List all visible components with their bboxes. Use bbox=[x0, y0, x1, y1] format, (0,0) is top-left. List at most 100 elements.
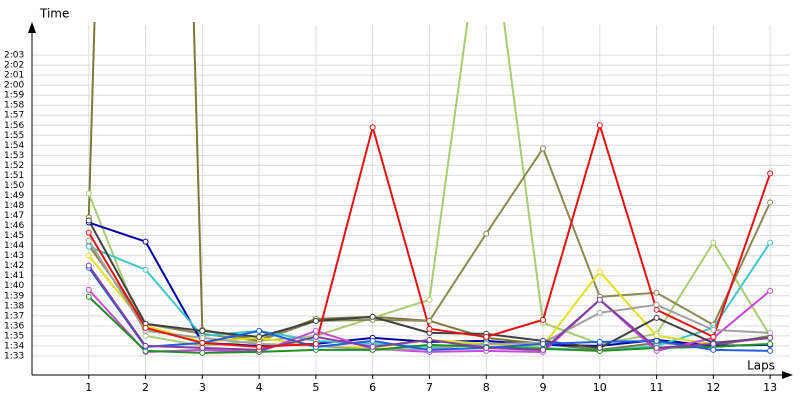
point-marker bbox=[767, 199, 774, 206]
x-tick-label: 7 bbox=[426, 381, 433, 394]
point-marker bbox=[596, 338, 603, 345]
point-marker bbox=[369, 124, 376, 131]
point-marker bbox=[426, 325, 433, 332]
y-tick-label: 1:52 bbox=[4, 161, 24, 171]
point-marker bbox=[710, 340, 717, 347]
point-marker bbox=[426, 317, 433, 324]
y-tick-label: 1:44 bbox=[4, 241, 24, 251]
point-marker bbox=[369, 313, 376, 320]
point-marker bbox=[199, 349, 206, 356]
x-tick-label: 4 bbox=[256, 381, 263, 394]
y-tick-label: 1:54 bbox=[4, 141, 24, 151]
x-tick-label: 9 bbox=[540, 381, 547, 394]
point-marker bbox=[85, 243, 92, 250]
point-marker bbox=[596, 122, 603, 129]
y-tick-label: 1:51 bbox=[4, 171, 24, 181]
point-marker bbox=[653, 301, 660, 308]
y-tick-label: 1:55 bbox=[4, 131, 24, 141]
point-marker bbox=[767, 334, 774, 341]
y-tick-label: 1:35 bbox=[4, 331, 24, 341]
y-tick-label: 1:53 bbox=[4, 151, 24, 161]
point-marker bbox=[426, 296, 433, 303]
x-tick-label: 1 bbox=[85, 381, 92, 394]
point-marker bbox=[540, 316, 547, 323]
y-tick-label: 1:47 bbox=[4, 211, 24, 221]
point-marker bbox=[653, 306, 660, 313]
y-tick-label: 1:46 bbox=[4, 221, 24, 231]
point-marker bbox=[596, 309, 603, 316]
point-marker bbox=[596, 296, 603, 303]
point-marker bbox=[369, 343, 376, 350]
point-marker bbox=[710, 333, 717, 340]
point-marker bbox=[312, 333, 319, 340]
point-marker bbox=[142, 342, 149, 349]
point-marker bbox=[85, 252, 92, 259]
x-tick-label: 13 bbox=[763, 381, 777, 394]
grid bbox=[32, 25, 790, 375]
point-marker bbox=[256, 343, 263, 350]
point-marker bbox=[767, 347, 774, 354]
x-tick-label: 5 bbox=[312, 381, 319, 394]
point-marker bbox=[142, 332, 149, 339]
point-marker bbox=[142, 266, 149, 273]
x-axis-arrow bbox=[782, 371, 793, 379]
y-tick-label: 1:36 bbox=[4, 321, 24, 331]
y-tick-label: 1:40 bbox=[4, 281, 24, 291]
point-marker bbox=[369, 337, 376, 344]
point-marker bbox=[767, 340, 774, 347]
plot-area bbox=[85, 22, 774, 356]
x-tick-label: 3 bbox=[199, 381, 206, 394]
point-marker bbox=[767, 287, 774, 294]
point-marker bbox=[142, 238, 149, 245]
point-marker bbox=[85, 229, 92, 236]
x-tick-label: 11 bbox=[650, 381, 664, 394]
y-axis-title: Time bbox=[39, 7, 69, 21]
y-tick-label: 1:34 bbox=[4, 341, 24, 351]
point-marker bbox=[199, 344, 206, 351]
point-marker bbox=[596, 344, 603, 351]
y-tick-label: 1:50 bbox=[4, 181, 24, 191]
labels: 1:331:341:351:361:371:381:391:401:411:42… bbox=[4, 51, 777, 394]
y-tick-label: 1:45 bbox=[4, 231, 24, 241]
point-marker bbox=[85, 293, 92, 300]
y-tick-label: 1:59 bbox=[4, 91, 24, 101]
point-marker bbox=[710, 326, 717, 333]
point-marker bbox=[426, 336, 433, 343]
y-tick-label: 1:42 bbox=[4, 261, 24, 271]
point-marker bbox=[426, 341, 433, 348]
y-tick-label: 1:38 bbox=[4, 301, 24, 311]
point-marker bbox=[653, 337, 660, 344]
point-marker bbox=[256, 333, 263, 340]
y-tick-label: 2:01 bbox=[4, 71, 24, 81]
y-tick-label: 1:49 bbox=[4, 191, 24, 201]
point-marker bbox=[653, 332, 660, 339]
point-marker bbox=[85, 237, 92, 244]
point-marker bbox=[199, 339, 206, 346]
x-tick-label: 6 bbox=[369, 381, 376, 394]
y-tick-label: 2:02 bbox=[4, 61, 24, 71]
point-marker bbox=[767, 170, 774, 177]
point-marker bbox=[653, 314, 660, 321]
point-marker bbox=[540, 340, 547, 347]
x-tick-label: 2 bbox=[142, 381, 149, 394]
point-marker bbox=[710, 346, 717, 353]
y-tick-label: 1:43 bbox=[4, 251, 24, 261]
x-tick-label: 8 bbox=[483, 381, 490, 394]
point-marker bbox=[85, 262, 92, 269]
point-marker bbox=[256, 327, 263, 334]
point-marker bbox=[767, 329, 774, 336]
point-marker bbox=[85, 190, 92, 197]
y-tick-label: 1:48 bbox=[4, 201, 24, 211]
point-marker bbox=[710, 239, 717, 246]
point-marker bbox=[596, 268, 603, 275]
point-marker bbox=[312, 327, 319, 334]
y-tick-label: 2:03 bbox=[4, 51, 24, 61]
point-marker bbox=[85, 217, 92, 224]
y-tick-label: 1:58 bbox=[4, 101, 24, 111]
point-marker bbox=[653, 344, 660, 351]
point-marker bbox=[540, 145, 547, 152]
y-tick-label: 1:39 bbox=[4, 291, 24, 301]
y-tick-label: 1:56 bbox=[4, 121, 24, 131]
y-tick-label: 1:57 bbox=[4, 111, 24, 121]
